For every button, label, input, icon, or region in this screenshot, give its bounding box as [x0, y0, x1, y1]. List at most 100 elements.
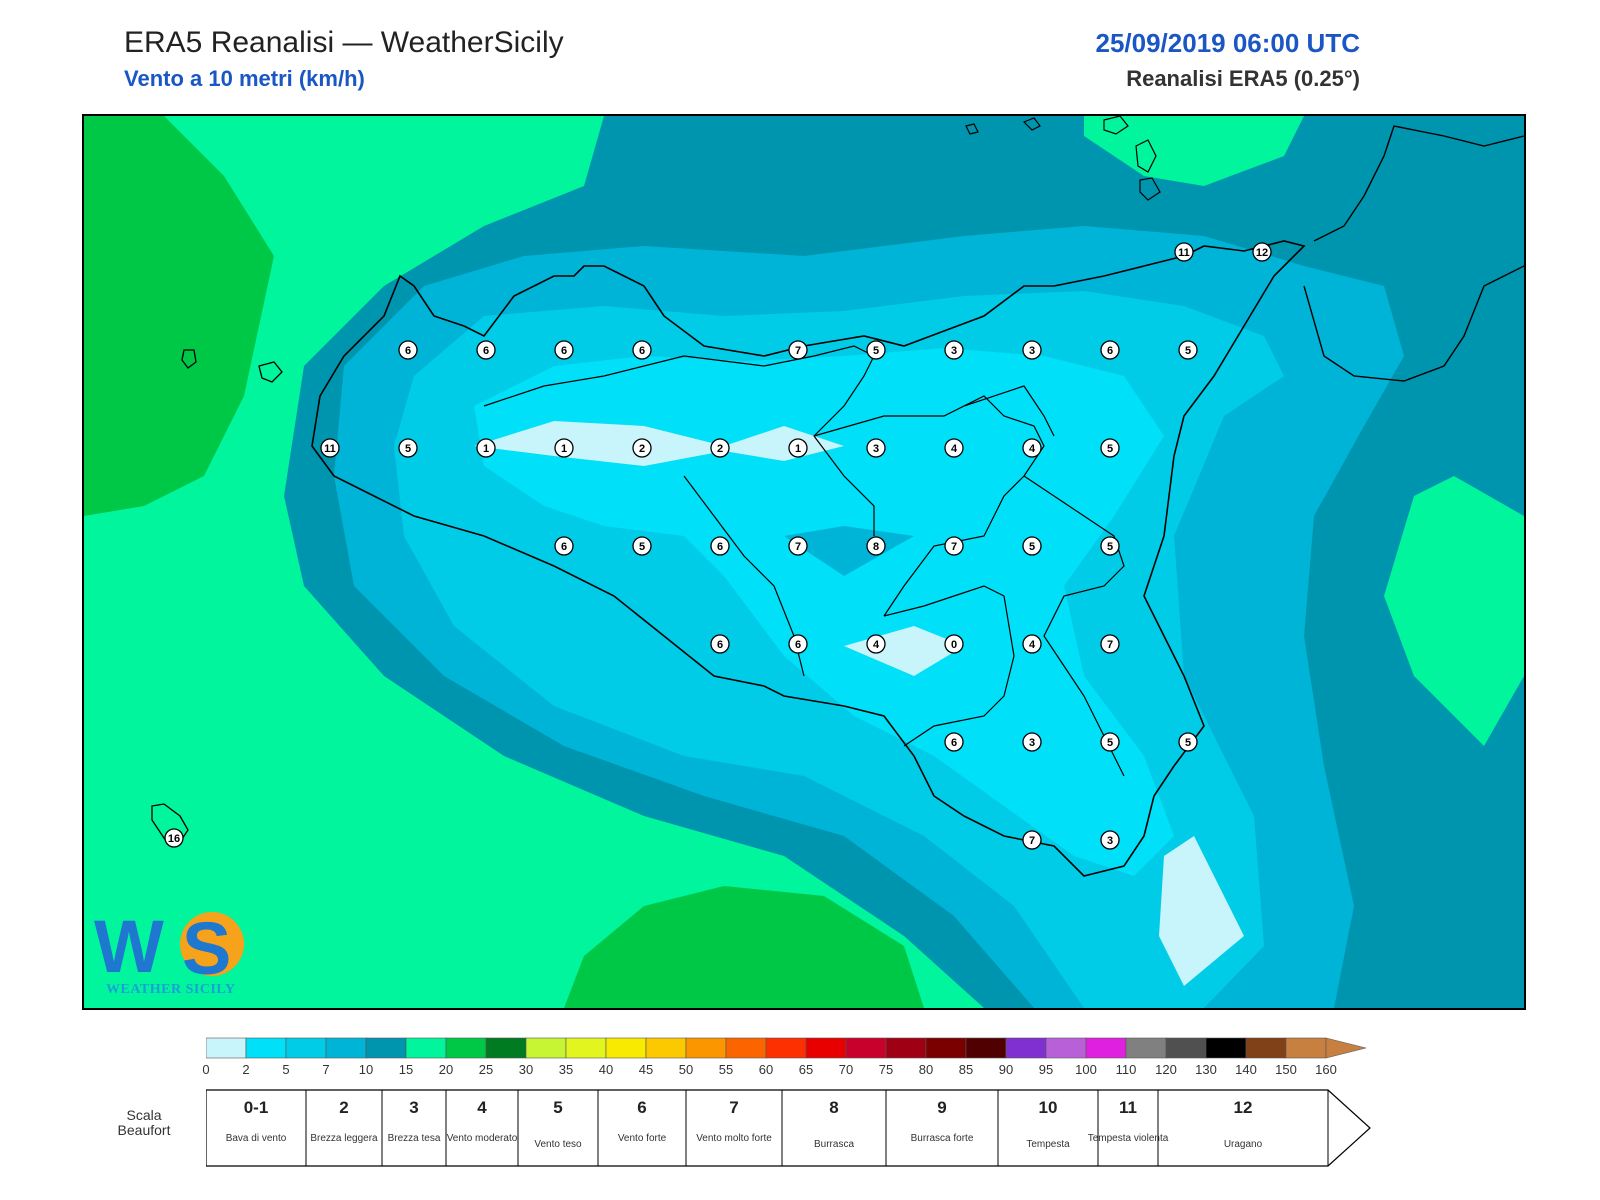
colorbar-tick-label: 70 — [838, 1062, 854, 1077]
wind-value-label: 11 — [1178, 247, 1190, 259]
beaufort-number: 3 — [409, 1098, 419, 1117]
colorbar-extend-arrow — [1325, 1037, 1367, 1059]
colorbar-tick-label: 0 — [202, 1062, 210, 1077]
island-favignana — [258, 361, 283, 383]
strong-wind-zone-south — [564, 886, 924, 1008]
colorbar-bin — [725, 1037, 767, 1059]
wind-value-label: 5 — [1107, 541, 1113, 553]
wind-marker-circle — [1022, 830, 1042, 850]
wind-value-label: 7 — [1107, 639, 1113, 651]
wind-marker-circle — [632, 438, 652, 458]
wind-value-marker: 12 — [1252, 242, 1272, 262]
colorbar-bin — [445, 1037, 487, 1059]
beaufort-number: 5 — [553, 1098, 563, 1117]
colorbar-bin — [805, 1037, 847, 1059]
wind-value-label: 3 — [1029, 737, 1035, 749]
wind-value-label: 6 — [795, 639, 801, 651]
wind-value-label: 12 — [1256, 247, 1268, 259]
wind-value-marker: 7 — [788, 340, 808, 360]
wind-marker-circle — [554, 438, 574, 458]
wind-value-label: 7 — [795, 345, 801, 357]
wind-marker-circle — [1100, 438, 1120, 458]
colorbar-tick-label: 140 — [1235, 1062, 1257, 1077]
colorbar-tick-label: 40 — [598, 1062, 614, 1077]
logo-wordmark: WEATHER SICILY — [106, 982, 236, 997]
colorbar-bin — [925, 1037, 967, 1059]
wind-value-marker: 3 — [1022, 732, 1042, 752]
wind-value-marker: 5 — [1178, 732, 1198, 752]
colorbar-tick-label: 75 — [878, 1062, 894, 1077]
colorbar-tick-label: 7 — [322, 1062, 330, 1077]
wind-value-marker: 6 — [788, 634, 808, 654]
wind-marker-circle — [1100, 732, 1120, 752]
colorbar-tick-label: 90 — [998, 1062, 1014, 1077]
colorbar-bin — [1085, 1037, 1127, 1059]
colorbar-tick-label: 2 — [242, 1062, 250, 1077]
beaufort-description: Tempesta violenta — [1087, 1133, 1169, 1144]
wind-value-label: 1 — [795, 443, 801, 455]
strong-wind-zone-west — [84, 116, 274, 516]
colorbar-tick-label: 80 — [918, 1062, 934, 1077]
colorbar-bin — [245, 1037, 287, 1059]
colorbar-tick-label: 120 — [1155, 1062, 1177, 1077]
wind-value-marker: 4 — [944, 438, 964, 458]
wind-value-marker: 2 — [632, 438, 652, 458]
colorbar-tick-label: 60 — [758, 1062, 774, 1077]
colorbar-bin — [405, 1037, 447, 1059]
wind-marker-circle — [866, 536, 886, 556]
beaufort-number: 10 — [1038, 1098, 1058, 1117]
wind-marker-circle — [476, 340, 496, 360]
colorbar-bin — [1005, 1037, 1047, 1059]
wind-value-marker: 7 — [1022, 830, 1042, 850]
wind-value-label: 1 — [561, 443, 567, 455]
colorbar-tick-label: 100 — [1075, 1062, 1097, 1077]
wind-value-label: 5 — [1185, 345, 1191, 357]
beaufort-number: 4 — [477, 1098, 487, 1117]
wind-marker-circle — [710, 536, 730, 556]
beaufort-number: 8 — [829, 1098, 839, 1117]
colorbar-tick-label: 45 — [638, 1062, 654, 1077]
wind-value-label: 5 — [873, 345, 879, 357]
wind-value-label: 6 — [717, 639, 723, 651]
beaufort-number: 2 — [339, 1098, 349, 1117]
beaufort-description: Brezza tesa — [387, 1133, 441, 1144]
wind-value-label: 5 — [639, 541, 645, 553]
beaufort-description: Burrasca forte — [910, 1133, 974, 1144]
wind-value-label: 6 — [1107, 345, 1113, 357]
wind-marker-circle — [710, 634, 730, 654]
colorbar-tick-label: 85 — [958, 1062, 974, 1077]
wind-value-label: 5 — [1029, 541, 1035, 553]
colorbar-bin — [325, 1037, 367, 1059]
island-lipari — [1135, 139, 1157, 173]
wind-value-marker: 6 — [944, 732, 964, 752]
wind-value-label: 7 — [1029, 835, 1035, 847]
colorbar-tick-label: 20 — [438, 1062, 454, 1077]
wind-marker-circle — [788, 634, 808, 654]
colorbar-tick-label: 160 — [1315, 1062, 1337, 1077]
colorbar-tick-label: 5 — [282, 1062, 290, 1077]
wind-value-marker: 5 — [1022, 536, 1042, 556]
wind-marker-circle — [1100, 340, 1120, 360]
wind-value-markers: 6 6 6 6 7 5 3 3 6 511 5 1 1 2 2 1 3 4 4 56 5 6 7 8 7 5 56 6 4 0 4 76 3 5 5… — [164, 242, 1272, 850]
colorbar-bin — [206, 1037, 247, 1059]
wind-marker-circle — [398, 438, 418, 458]
wind-value-label: 5 — [1107, 737, 1113, 749]
wind-value-label: 6 — [639, 345, 645, 357]
wind-marker-circle — [944, 536, 964, 556]
wind-value-marker: 3 — [944, 340, 964, 360]
weather-sicily-logo: W S — [94, 905, 244, 990]
wind-value-marker: 6 — [632, 340, 652, 360]
colorbar-bin — [1125, 1037, 1167, 1059]
wind-value-marker: 7 — [1100, 634, 1120, 654]
wind-value-marker: 5 — [1100, 438, 1120, 458]
wind-value-marker: 5 — [1100, 732, 1120, 752]
calm-zone-north — [1084, 116, 1304, 186]
wind-marker-circle — [1252, 242, 1272, 262]
wind-value-marker: 4 — [866, 634, 886, 654]
wind-marker-circle — [944, 340, 964, 360]
wind-value-label: 3 — [873, 443, 879, 455]
beaufort-number: 9 — [937, 1098, 947, 1117]
beaufort-number: 0-1 — [243, 1098, 269, 1117]
wind-value-marker: 5 — [632, 536, 652, 556]
wind-value-label: 16 — [168, 833, 180, 845]
